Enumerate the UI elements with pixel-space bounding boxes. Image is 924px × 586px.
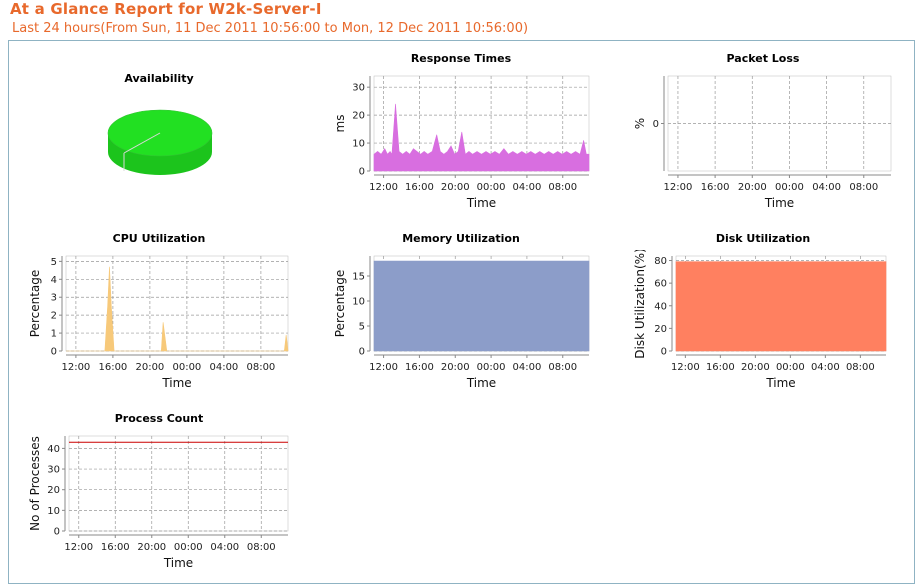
packet-xtick-label: 20:00 [738, 182, 767, 193]
response-xtick-label: 12:00 [369, 182, 398, 193]
cpu-plot-area [65, 255, 289, 352]
memory-xtick-label: 16:00 [405, 362, 434, 373]
memory-utilization-chart: 0 5 10 15 12:00 16:00 20:00 00:00 04:00 08:00 Time… [333, 255, 590, 390]
response-series-area [373, 103, 590, 172]
disk-xtick-label: 00:00 [776, 362, 805, 373]
memory-xlabel: Time [466, 376, 496, 390]
disk-xlabel: Time [765, 376, 795, 390]
response-xtick-label: 16:00 [405, 182, 434, 193]
cpu-ytick-label: 0 [51, 347, 57, 358]
process-xtick-label: 20:00 [137, 542, 166, 553]
packet-xlabel: Time [764, 196, 794, 210]
response-ytick-label: 30 [352, 83, 365, 94]
response-xtick-label: 20:00 [441, 182, 470, 193]
cpu-ytick-label: 2 [51, 311, 57, 322]
packet-ytick-label: 0 [653, 119, 659, 130]
process-xlabel: Time [163, 556, 193, 570]
process-ytick-label: 40 [47, 444, 60, 455]
disk-ytick-label: 20 [654, 324, 667, 335]
disk-xtick-label: 20:00 [741, 362, 770, 373]
cpu-utilization-title: CPU Utilization [112, 232, 206, 245]
cpu-ytick-label: 3 [51, 293, 57, 304]
response-xlabel: Time [466, 196, 496, 210]
memory-ytick-label: 5 [359, 322, 365, 333]
disk-ytick-label: 0 [661, 347, 667, 358]
process-xtick-label: 16:00 [101, 542, 130, 553]
memory-xtick-label: 08:00 [548, 362, 577, 373]
packet-xtick-label: 08:00 [849, 182, 878, 193]
disk-series-area [675, 261, 887, 352]
disk-xtick-label: 04:00 [811, 362, 840, 373]
cpu-xtick-label: 00:00 [172, 362, 201, 373]
memory-xtick-label: 12:00 [369, 362, 398, 373]
cpu-ytick-label: 1 [51, 329, 57, 340]
packet-ylabel: % [633, 118, 647, 129]
process-xtick-label: 08:00 [247, 542, 276, 553]
report-title: At a Glance Report for W2k-Server-I [10, 0, 322, 18]
process-xtick-label: 12:00 [64, 542, 93, 553]
response-times-title: Response Times [410, 52, 512, 65]
process-ytick-label: 30 [47, 465, 60, 476]
cpu-xtick-label: 16:00 [98, 362, 127, 373]
response-times-chart: 0 10 20 30 12:00 16:00 20:00 00:00 04:00 08:00 Tim… [333, 75, 590, 210]
memory-ytick-label: 10 [352, 297, 365, 308]
disk-utilization-chart: 0 20 40 60 80 12:00 16:00 20:00 00:00 04:00 08:00 T… [633, 250, 887, 390]
process-xtick-label: 00:00 [174, 542, 203, 553]
process-ytick-label: 20 [47, 485, 60, 496]
memory-series-area [373, 260, 590, 352]
disk-ytick-label: 80 [654, 256, 667, 267]
cpu-ytick-label: 5 [51, 257, 57, 268]
disk-xtick-label: 12:00 [671, 362, 700, 373]
cpu-ytick-label: 4 [51, 275, 57, 286]
cpu-series-area [66, 266, 289, 352]
memory-ytick-label: 15 [352, 272, 365, 283]
cpu-xtick-label: 08:00 [246, 362, 275, 373]
process-ylabel: No of Processes [28, 436, 42, 531]
response-ytick-label: 20 [352, 111, 365, 122]
response-ytick-label: 10 [352, 139, 365, 150]
response-ylabel: ms [333, 115, 347, 133]
process-ytick-label: 0 [54, 527, 60, 538]
packet-loss-chart: 0 12:00 16:00 20:00 00:00 04:00 08:00 Time% [633, 75, 892, 210]
memory-ylabel: Percentage [333, 270, 347, 338]
process-xtick-label: 04:00 [210, 542, 239, 553]
disk-ytick-label: 60 [654, 279, 667, 290]
response-ytick-label: 0 [359, 167, 365, 178]
memory-xtick-label: 20:00 [441, 362, 470, 373]
disk-xtick-label: 08:00 [846, 362, 875, 373]
memory-xtick-label: 00:00 [477, 362, 506, 373]
process-plot-area [68, 435, 289, 532]
packet-xtick-label: 04:00 [812, 182, 841, 193]
cpu-utilization-chart: 0 1 2 3 4 5 12:00 16:00 20:00 00:00 04:00 08:00 Time… [28, 255, 289, 390]
memory-xtick-label: 04:00 [513, 362, 542, 373]
cpu-xtick-label: 20:00 [135, 362, 164, 373]
report-subtitle: Last 24 hours(From Sun, 11 Dec 2011 10:5… [12, 21, 529, 36]
process-count-chart: 0 10 20 30 40 12:00 16:00 20:00 00:00 04:00 08:00 T… [28, 435, 289, 570]
memory-utilization-title: Memory Utilization [402, 232, 520, 245]
disk-xtick-label: 16:00 [706, 362, 735, 373]
disk-utilization-title: Disk Utilization [715, 232, 811, 245]
availability-pie [107, 109, 213, 175]
availability-title: Availability [124, 72, 194, 85]
memory-ytick-label: 0 [359, 347, 365, 358]
process-ytick-label: 10 [47, 506, 60, 517]
response-xtick-label: 08:00 [548, 182, 577, 193]
process-count-title: Process Count [114, 412, 204, 425]
packet-loss-title: Packet Loss [726, 52, 800, 65]
response-xtick-label: 04:00 [513, 182, 542, 193]
packet-xtick-label: 00:00 [775, 182, 804, 193]
packet-xtick-label: 16:00 [701, 182, 730, 193]
response-xtick-label: 00:00 [477, 182, 506, 193]
cpu-xtick-label: 04:00 [209, 362, 238, 373]
pie-slice-divider [123, 132, 161, 154]
cpu-xtick-label: 12:00 [61, 362, 90, 373]
disk-ytick-label: 40 [654, 301, 667, 312]
cpu-xlabel: Time [161, 376, 191, 390]
cpu-ylabel: Percentage [28, 270, 42, 338]
disk-ylabel: Disk Utilization(%) [633, 250, 647, 359]
packet-xtick-label: 12:00 [664, 182, 693, 193]
